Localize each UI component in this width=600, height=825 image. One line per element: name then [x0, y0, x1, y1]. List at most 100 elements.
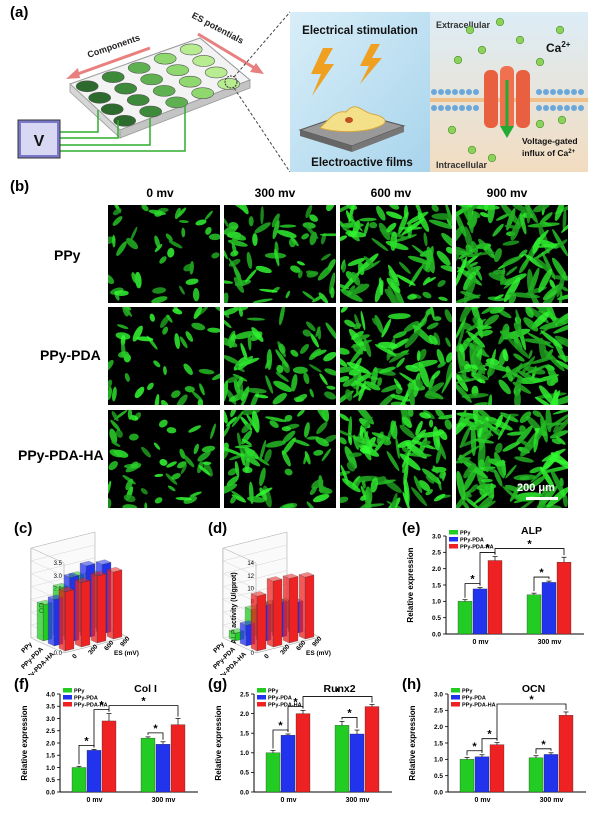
cell — [199, 383, 205, 396]
x-axis-label: ES (mV) — [306, 650, 331, 657]
cell — [539, 316, 564, 335]
legend-swatch — [451, 702, 460, 707]
cell — [290, 265, 301, 273]
gridline — [222, 531, 288, 564]
cell — [324, 391, 336, 400]
cell — [237, 355, 254, 371]
legend-swatch — [63, 695, 72, 700]
cell — [508, 293, 517, 303]
cell — [203, 461, 213, 477]
cell — [124, 307, 132, 311]
cell — [182, 454, 195, 468]
cell — [296, 261, 305, 266]
panel-a-label: (a) — [10, 4, 29, 21]
bar — [556, 561, 572, 635]
cell — [390, 420, 398, 440]
bar — [487, 560, 503, 635]
gridline — [222, 544, 288, 577]
bar — [170, 724, 186, 793]
cell — [184, 386, 195, 393]
bar-top — [74, 577, 91, 583]
cell — [463, 251, 496, 257]
bar — [140, 737, 156, 793]
lipid-head — [466, 89, 472, 95]
cell — [484, 455, 491, 473]
y-tick-label: 2.0 — [240, 711, 249, 718]
cell — [244, 447, 259, 460]
category-label: 0 — [71, 653, 79, 661]
cell — [371, 317, 378, 326]
micrograph-ppy-pda-ha-300mv — [224, 410, 336, 508]
bar — [250, 591, 267, 652]
cell — [233, 277, 245, 293]
cell — [340, 464, 349, 485]
calcium-ion — [535, 119, 545, 129]
legend-label: PPy-PDA — [268, 696, 292, 702]
film-with-cell-icon — [298, 106, 406, 152]
legend-label: PPy-PDA — [74, 696, 98, 702]
cell — [462, 468, 477, 492]
bar-front — [256, 593, 267, 652]
cell — [350, 372, 373, 387]
cell — [165, 473, 178, 485]
cell — [207, 327, 220, 333]
bar — [528, 757, 544, 793]
cell — [407, 410, 414, 417]
well — [101, 71, 125, 83]
cell — [212, 372, 220, 381]
lipid-head — [543, 89, 549, 95]
cell — [387, 285, 396, 303]
bar-top — [79, 560, 96, 567]
cell — [282, 430, 296, 443]
cell — [407, 294, 417, 300]
cell — [464, 496, 479, 508]
cell — [433, 316, 442, 322]
cell — [469, 484, 478, 493]
cell — [517, 438, 533, 448]
voltage-label: V — [34, 133, 45, 150]
lightning-icon — [311, 44, 382, 96]
zoom-line-bottom — [233, 87, 291, 173]
cell — [275, 349, 289, 368]
cell — [302, 329, 312, 337]
cell — [521, 356, 536, 375]
cell — [154, 473, 164, 478]
legend-label: PPy-PDA-HA — [74, 703, 108, 709]
cell — [527, 222, 560, 228]
cell — [123, 494, 136, 503]
legend-label: PPy-PDA — [462, 696, 486, 702]
cell — [489, 307, 505, 314]
cell — [431, 213, 452, 220]
cell — [340, 366, 357, 374]
cell — [403, 205, 408, 219]
cell — [340, 235, 348, 242]
cell — [460, 417, 476, 427]
cell — [456, 457, 471, 464]
cell — [508, 292, 541, 299]
micrograph-ppy-0mv — [108, 205, 220, 303]
calcium-ion — [495, 17, 505, 27]
cell — [369, 221, 378, 229]
cell — [386, 222, 397, 233]
cell — [108, 480, 112, 496]
cell — [428, 334, 438, 345]
calcium-ion — [515, 35, 525, 45]
cell — [460, 425, 472, 449]
cell — [167, 485, 176, 492]
cell — [179, 336, 188, 349]
cell — [214, 307, 220, 312]
cell — [527, 268, 534, 297]
gridline — [30, 557, 96, 589]
lipid-head — [473, 89, 479, 95]
cell — [175, 497, 193, 501]
calcium-ion — [467, 145, 477, 155]
cell — [224, 424, 231, 439]
cell — [227, 468, 238, 476]
cell — [467, 206, 474, 234]
cell — [226, 376, 239, 383]
cell — [533, 428, 540, 453]
cell — [547, 366, 559, 383]
cell — [425, 475, 435, 484]
legend-label: PPy — [268, 689, 279, 695]
bar — [541, 582, 557, 635]
